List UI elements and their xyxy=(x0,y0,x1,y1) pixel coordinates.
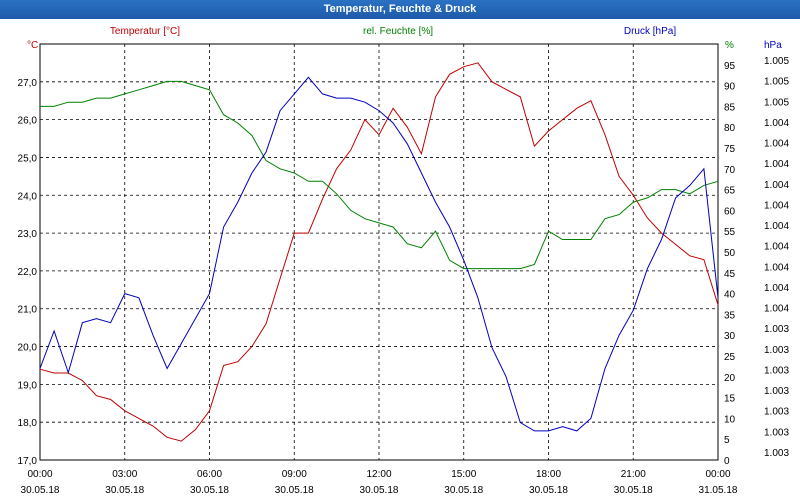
pressure-tick-label: 1.005 xyxy=(764,97,789,108)
x-tick-date: 30.05.18 xyxy=(444,485,483,496)
pressure-axis-label: Druck [hPa] xyxy=(624,26,676,37)
temperature-tick-label: 19,0 xyxy=(18,380,38,391)
humidity-tick-label: 15 xyxy=(724,394,736,405)
plot-frame xyxy=(39,43,719,461)
x-tick-time: 09:00 xyxy=(282,469,307,480)
x-tick-time: 15:00 xyxy=(451,469,476,480)
pressure-tick-label: 1.003 xyxy=(764,448,789,459)
humidity-tick-label: 60 xyxy=(724,206,736,217)
pressure-tick-label: 1.003 xyxy=(764,427,789,438)
humidity-tick-label: 40 xyxy=(724,290,736,301)
x-tick-date: 30.05.18 xyxy=(105,485,144,496)
x-tick-date: 31.05.18 xyxy=(699,485,738,496)
x-tick-date: 30.05.18 xyxy=(190,485,229,496)
series-lines xyxy=(39,62,719,442)
pressure-tick-label: 1.003 xyxy=(764,365,789,376)
temperature-axis-label: Temperatur [°C] xyxy=(110,26,180,37)
humidity-tick-label: 35 xyxy=(724,310,736,321)
pressure-tick-label: 1.003 xyxy=(764,386,789,397)
pressure-tick-label: 1.004 xyxy=(764,159,789,170)
pressure-tick-label: 1.004 xyxy=(764,221,789,232)
temperature-tick-label: 21,0 xyxy=(18,305,38,316)
temperature-tick-label: 17,0 xyxy=(18,456,38,467)
pressure-tick-label: 1.004 xyxy=(764,180,789,191)
humidity-tick-label: 30 xyxy=(724,331,736,342)
humidity-tick-label: 85 xyxy=(724,102,736,113)
x-tick-date: 30.05.18 xyxy=(529,485,568,496)
humidity-unit-label: % xyxy=(725,40,734,51)
humidity-tick-label: 5 xyxy=(724,435,730,446)
pressure-tick-label: 1.004 xyxy=(764,139,789,150)
humidity-tick-label: 20 xyxy=(724,373,736,384)
x-tick-date: 30.05.18 xyxy=(275,485,314,496)
temperature-unit-label: °C xyxy=(27,40,38,51)
humidity-tick-label: 55 xyxy=(724,227,736,238)
humidity-axis-label: rel. Feuchte [%] xyxy=(363,26,433,37)
humidity-tick-label: 10 xyxy=(724,414,736,425)
temperature-tick-label: 26,0 xyxy=(18,116,38,127)
humidity-tick-label: 90 xyxy=(724,82,736,93)
x-tick-time: 06:00 xyxy=(197,469,222,480)
x-tick-date: 30.05.18 xyxy=(21,485,60,496)
chart-title: Temperatur, Feuchte & Druck xyxy=(0,0,800,19)
pressure-tick-label: 1.003 xyxy=(764,407,789,418)
humidity-tick-label: 50 xyxy=(724,248,736,259)
x-tick-time: 18:00 xyxy=(536,469,561,480)
x-tick-time: 12:00 xyxy=(366,469,391,480)
x-tick-date: 30.05.18 xyxy=(614,485,653,496)
pressure-tick-label: 1.003 xyxy=(764,345,789,356)
pressure-tick-label: 1.004 xyxy=(764,242,789,253)
humidity-tick-label: 45 xyxy=(724,269,736,280)
pressure-tick-label: 1.005 xyxy=(764,56,789,67)
pressure-tick-label: 1.004 xyxy=(764,262,789,273)
humidity-tick-label: 80 xyxy=(724,123,736,134)
temperature-tick-label: 18,0 xyxy=(18,418,38,429)
temperature-tick-label: 20,0 xyxy=(18,343,38,354)
pressure-tick-label: 1.004 xyxy=(764,118,789,129)
temperature-tick-label: 24,0 xyxy=(18,191,38,202)
temperature-tick-label: 25,0 xyxy=(18,153,38,164)
humidity-tick-label: 95 xyxy=(724,61,736,72)
axes xyxy=(39,43,719,461)
pressure-tick-label: 1.005 xyxy=(764,77,789,88)
humidity-tick-label: 65 xyxy=(724,186,736,197)
series-line-humidity xyxy=(40,80,719,270)
pressure-tick-label: 1.003 xyxy=(764,324,789,335)
pressure-tick-label: 1.004 xyxy=(764,200,789,211)
grid xyxy=(40,44,718,461)
pressure-tick-label: 1.004 xyxy=(764,283,789,294)
humidity-tick-label: 70 xyxy=(724,165,736,176)
x-tick-date: 30.05.18 xyxy=(360,485,399,496)
humidity-tick-label: 0 xyxy=(724,456,730,467)
series-line-temperature xyxy=(39,62,719,442)
x-tick-time: 00:00 xyxy=(27,469,52,480)
humidity-tick-label: 75 xyxy=(724,144,736,155)
temperature-tick-label: 23,0 xyxy=(18,229,38,240)
humidity-tick-label: 25 xyxy=(724,352,736,363)
x-tick-time: 21:00 xyxy=(621,469,646,480)
tick-labels: 17,0 18,0 19,0 20,0 21,0 22,0 23,0 24,0 25,0 26,0… xyxy=(18,56,790,496)
pressure-unit-label: hPa xyxy=(764,40,782,51)
pressure-tick-label: 1.004 xyxy=(764,304,789,315)
temperature-tick-label: 27,0 xyxy=(18,78,38,89)
temperature-tick-label: 22,0 xyxy=(18,267,38,278)
x-tick-time: 00:00 xyxy=(705,469,730,480)
series-line-pressure xyxy=(39,76,719,432)
x-tick-time: 03:00 xyxy=(112,469,137,480)
